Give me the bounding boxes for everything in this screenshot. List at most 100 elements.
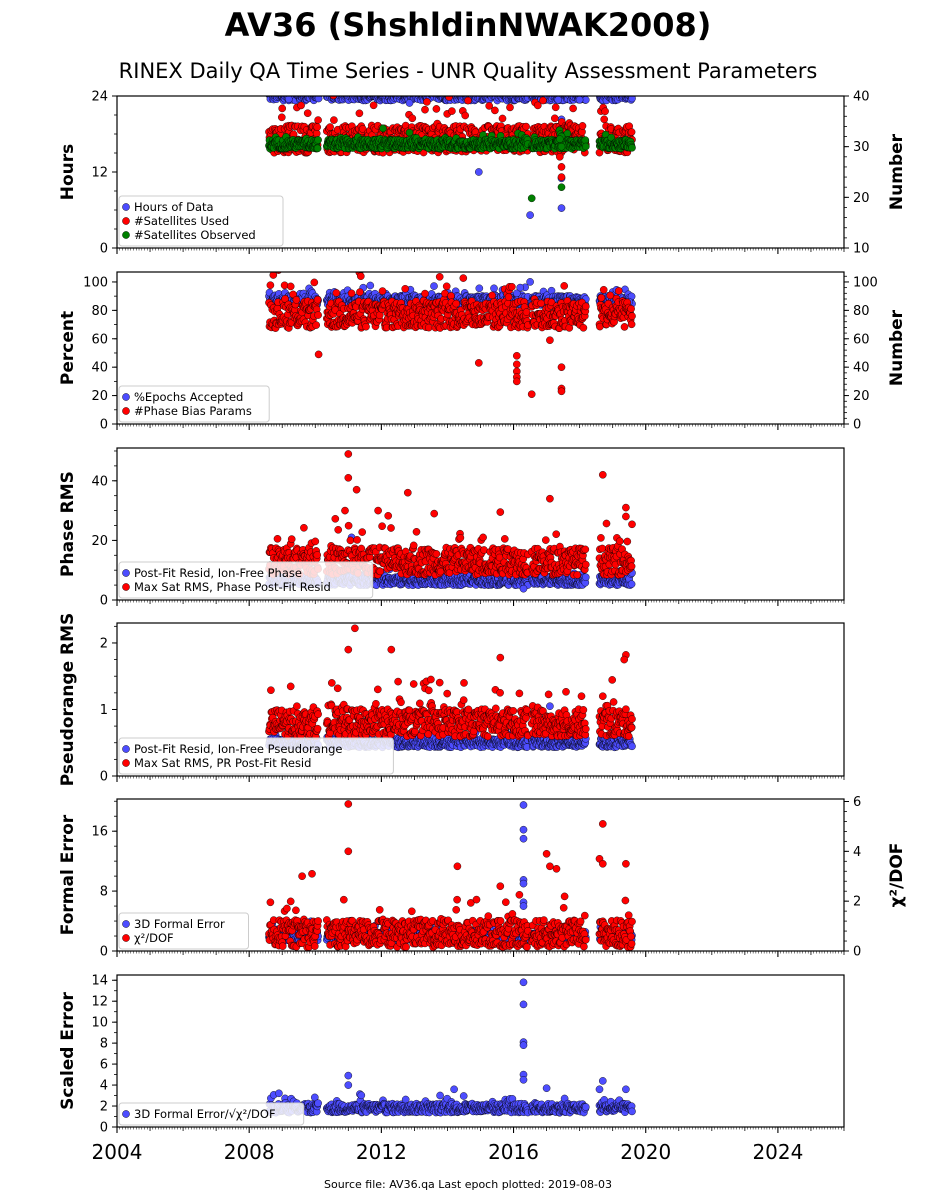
data-point [324,83,331,90]
data-point [555,96,562,103]
data-point [539,89,546,96]
data-point [416,89,423,96]
data-point [314,124,321,131]
data-point [408,88,415,95]
data-point [558,163,565,170]
data-point [514,85,521,92]
y-right-tick-label: 30 [853,140,870,155]
data-point [327,124,334,131]
data-point [282,89,289,96]
data-point [325,89,332,96]
data-point [628,321,635,328]
data-point [546,337,553,344]
data-point [352,82,359,89]
data-point [363,86,370,93]
data-point [506,89,513,96]
y-tick-label: 40 [91,361,108,376]
y-right-axis-label: Number [887,133,907,210]
data-point [306,89,313,96]
data-point [558,388,565,395]
data-point [440,89,447,96]
data-point [267,282,274,289]
data-point [464,97,471,104]
legend-marker [122,231,129,238]
data-point [558,205,565,212]
data-point [568,89,575,96]
data-point [513,378,520,385]
data-point [287,283,294,290]
data-point [552,104,559,111]
data-point [343,88,350,95]
data-point [413,88,420,95]
data-point [582,574,589,581]
data-point [356,88,363,95]
legend-marker [122,407,129,414]
data-point [315,117,322,124]
data-point [489,292,496,299]
data-point [278,114,285,121]
data-point [620,89,627,96]
chart-subtitle: RINEX Daily QA Time Series - UNR Quality… [119,59,818,83]
data-point [421,290,428,297]
legend-label: #Satellites Used [134,214,229,228]
data-point [494,89,501,96]
data-point [517,284,524,291]
data-point [314,145,321,152]
data-point [547,88,554,95]
data-point [474,82,481,89]
y-right-tick-label: 10 [853,242,870,257]
panel-marks [265,78,635,219]
data-point [364,88,371,95]
data-point [455,89,462,96]
data-point [499,115,506,122]
legend-label: #Phase Bias Params [134,404,252,418]
data-point [373,88,380,95]
data-point [368,86,375,93]
data-point [539,84,546,91]
data-point [430,283,437,290]
data-point [421,89,428,96]
legend-label: Hours of Data [134,200,214,214]
data-point [446,93,453,100]
legend: %Epochs Accepted#Phase Bias Params [119,386,269,422]
data-point [531,89,538,96]
data-point [423,98,430,105]
data-point [580,324,587,331]
data-point [475,87,482,94]
data-point [558,184,565,191]
data-point [393,88,400,95]
data-point [539,97,546,104]
data-point [535,88,542,95]
data-point [409,115,416,122]
data-point [561,282,568,289]
data-point [330,117,337,124]
data-point [558,174,565,181]
data-point [484,83,491,90]
data-point [600,286,607,293]
data-point [298,102,305,109]
data-point [476,285,483,292]
data-point [486,88,493,95]
data-point [602,108,609,115]
y-right-tick-label: 20 [853,389,870,404]
data-point [399,89,406,96]
data-point [433,86,440,93]
data-point [513,352,520,359]
data-point [528,195,535,202]
data-point [353,88,360,95]
chart-title: AV36 (ShshldinNWAK2008) [225,6,712,44]
data-point [582,137,589,144]
data-point [504,84,511,91]
data-point [493,86,500,93]
y-right-tick-label: 100 [853,275,878,290]
data-point [436,88,443,95]
data-point [379,125,386,132]
data-point [333,289,340,296]
data-point [362,323,369,330]
data-point [610,86,617,93]
data-point [527,278,534,285]
legend-label: #Satellites Observed [134,228,256,242]
data-point [270,89,277,96]
